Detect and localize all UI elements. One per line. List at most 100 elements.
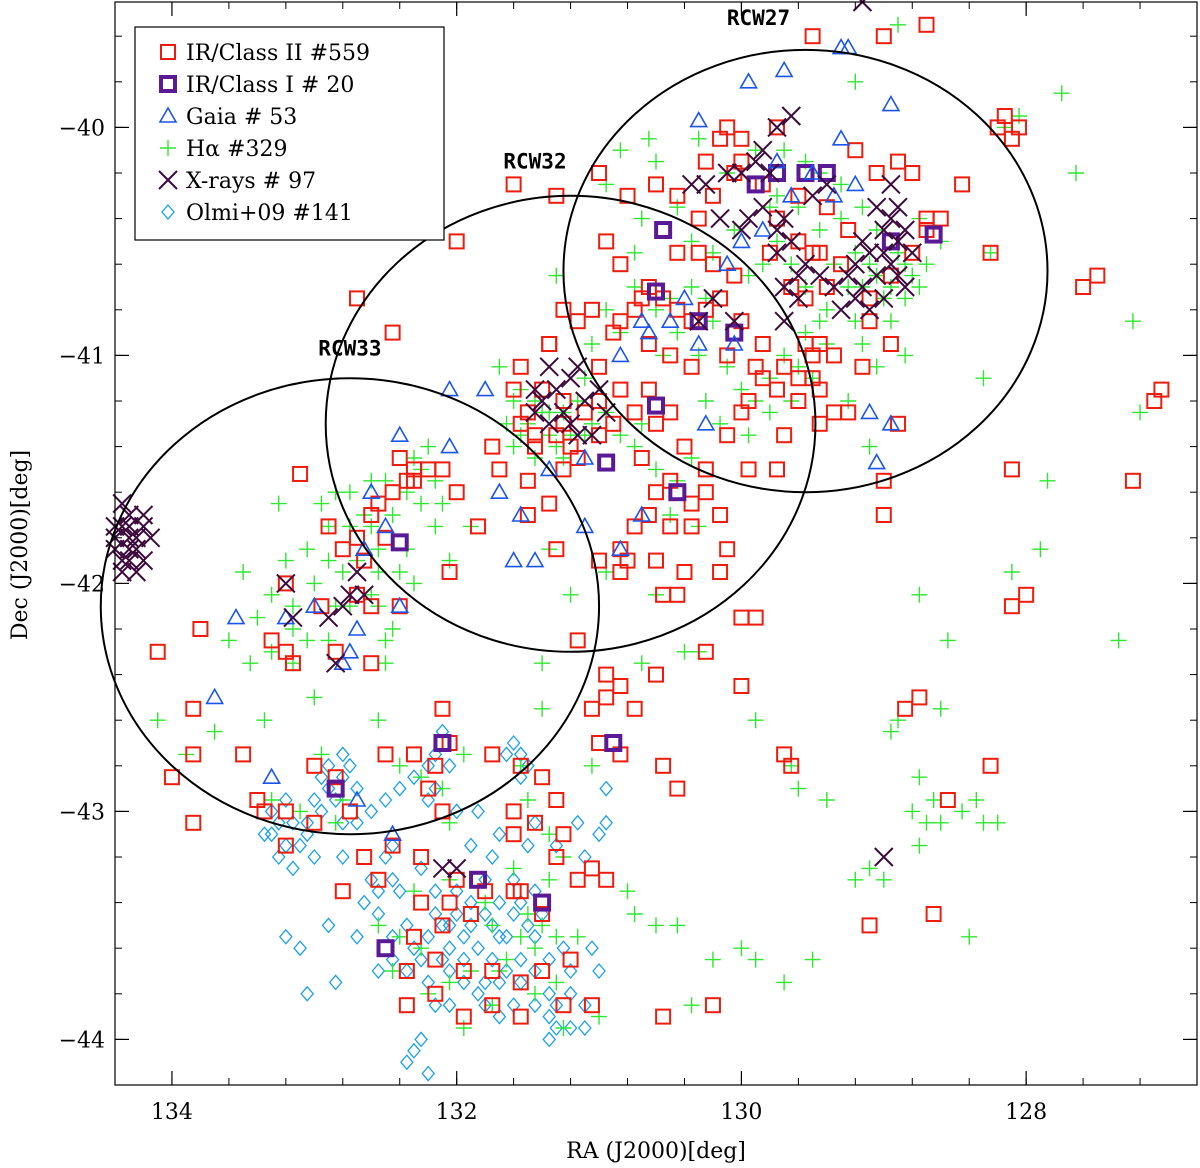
data-point: [321, 917, 336, 934]
data-point: [328, 974, 343, 991]
data-point: [712, 507, 729, 523]
data-point: [605, 415, 622, 432]
data-point: [569, 928, 586, 945]
data-point: [505, 860, 522, 877]
data-point: [697, 484, 714, 501]
data-point: [505, 883, 522, 900]
data-point: [781, 106, 801, 126]
data-point: [591, 427, 608, 444]
legend-count: #141: [292, 201, 352, 226]
data-point: [392, 780, 407, 797]
data-point: [632, 505, 652, 522]
data-point: [534, 906, 551, 922]
data-point: [569, 632, 586, 649]
data-point: [433, 734, 452, 752]
x-tick-label: 130: [720, 1100, 762, 1125]
data-point: [235, 564, 252, 580]
data-point: [370, 871, 387, 888]
data-point: [689, 334, 709, 351]
data-point: [421, 792, 436, 808]
data-point: [968, 792, 985, 808]
data-point: [888, 231, 908, 252]
data-point: [888, 265, 908, 286]
data-point: [1011, 108, 1028, 124]
data-point: [592, 826, 606, 843]
data-point: [304, 596, 324, 614]
data-point: [392, 883, 407, 900]
data-point: [286, 814, 300, 831]
data-point: [456, 928, 471, 945]
data-point: [1110, 632, 1127, 649]
data-point: [875, 871, 892, 888]
region-label-rcw27: RCW27: [727, 6, 790, 30]
data-point: [185, 814, 202, 831]
data-point: [831, 300, 851, 320]
data-point: [740, 427, 757, 444]
data-point: [421, 1065, 436, 1082]
data-point: [655, 1008, 672, 1025]
data-point: [320, 518, 337, 535]
data-point: [462, 906, 479, 922]
data-point: [890, 415, 907, 432]
data-point: [902, 243, 922, 263]
x-axis-label: RA (J2000)[deg]: [566, 1139, 746, 1164]
data-point: [560, 414, 581, 434]
data-point: [882, 336, 899, 352]
data-point: [811, 244, 828, 261]
data-point: [648, 666, 664, 683]
data-point: [662, 518, 679, 535]
data-point: [874, 288, 894, 309]
data-point: [340, 642, 360, 659]
data-point: [868, 165, 885, 181]
data-point: [1003, 461, 1020, 478]
data-point: [484, 917, 501, 934]
data-point: [519, 906, 536, 922]
data-point: [512, 928, 529, 945]
data-point: [512, 1008, 529, 1025]
data-point: [845, 288, 866, 309]
data-point: [354, 585, 374, 605]
data-point: [881, 254, 901, 274]
data-point: [313, 495, 330, 512]
data-point: [541, 495, 558, 512]
data-point: [264, 826, 279, 843]
data-point: [754, 336, 771, 352]
data-point: [875, 28, 892, 45]
x-tick-label: 128: [1005, 1100, 1047, 1125]
data-point: [548, 267, 565, 284]
data-point: [1003, 598, 1020, 615]
data-point: [492, 894, 507, 911]
data-point: [681, 174, 702, 195]
data-point: [428, 997, 443, 1014]
data-point: [434, 495, 451, 512]
data-point: [341, 484, 358, 501]
data-point: [776, 347, 793, 364]
data-point: [1067, 165, 1084, 181]
data-point: [277, 837, 294, 854]
data-point: [591, 393, 608, 409]
data-point: [583, 860, 600, 877]
data-point: [477, 894, 494, 911]
data-point: [882, 723, 899, 740]
data-point: [740, 461, 757, 478]
data-point: [478, 906, 493, 922]
data-point: [612, 678, 629, 694]
data-point: [490, 482, 509, 500]
legend-name: IR/Class I: [186, 73, 301, 98]
legend-count: # 53: [244, 105, 297, 130]
data-point: [185, 700, 202, 717]
data-point: [918, 16, 935, 33]
data-point: [526, 427, 543, 444]
data-point: [648, 552, 664, 569]
data-point: [363, 472, 380, 489]
data-point: [781, 231, 801, 252]
data-point: [506, 906, 521, 922]
data-point: [505, 803, 522, 820]
data-point: [575, 391, 595, 411]
data-point: [133, 550, 154, 571]
data-point: [767, 220, 787, 240]
data-point: [591, 552, 608, 569]
data-point: [464, 894, 478, 911]
data-point: [569, 313, 586, 330]
data-point: [866, 265, 887, 286]
